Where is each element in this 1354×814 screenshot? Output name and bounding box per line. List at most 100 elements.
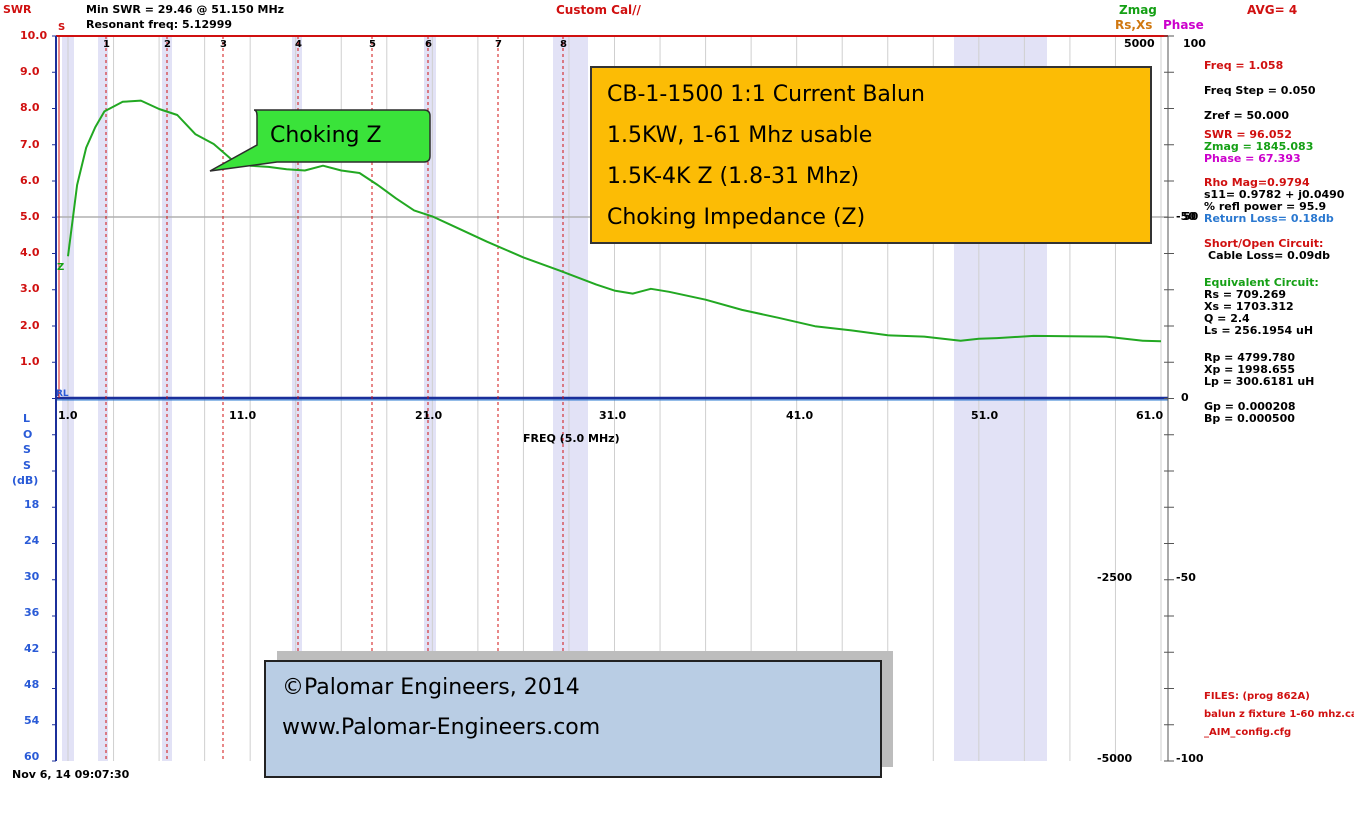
swr-tick-label: 3.0 bbox=[20, 282, 40, 296]
swr-tick-label: 9.0 bbox=[20, 65, 40, 79]
min-swr-readout: Min SWR = 29.46 @ 51.150 MHz bbox=[86, 3, 285, 16]
loss-tick-label: 24 bbox=[24, 534, 40, 547]
phase-legend: Phase bbox=[1163, 18, 1204, 32]
freq-step-readout: Freq Step = 0.050 bbox=[1204, 84, 1316, 97]
equiv-circuit-label: Equivalent Circuit: bbox=[1204, 276, 1319, 289]
s11-readout: s11= 0.9782 + j0.0490 bbox=[1204, 188, 1345, 201]
short-open-label: Short/Open Circuit: bbox=[1204, 237, 1324, 250]
gp-readout: Gp = 0.000208 bbox=[1204, 400, 1296, 413]
loss-letter: S bbox=[23, 443, 31, 456]
zmag-readout: Zmag = 1845.083 bbox=[1204, 140, 1314, 153]
swr-readout: SWR = 96.052 bbox=[1204, 128, 1292, 141]
measurement-panel-4: SWR = 96.052 Zmag = 1845.083 Phase = 67.… bbox=[1204, 129, 1313, 165]
swr-tick-label: 8.0 bbox=[20, 101, 40, 115]
zmag-scale-label: 5000 bbox=[1124, 37, 1155, 50]
loss-tick-label: 60 bbox=[24, 750, 40, 763]
loss-tick-label: 54 bbox=[24, 714, 40, 727]
zmag-legend: Zmag bbox=[1119, 3, 1157, 17]
info-line-description: Choking Impedance (Z) bbox=[607, 205, 866, 230]
freq-tick-label: 61.0 bbox=[1136, 409, 1164, 422]
swr-axis-label: SWR bbox=[3, 3, 32, 16]
loss-tick-label: 48 bbox=[24, 678, 40, 691]
freq-tick-label: 11.0 bbox=[229, 409, 257, 422]
rho-readout: Rho Mag=0.9794 bbox=[1204, 176, 1310, 189]
cal-file-name[interactable]: balun z fixture 1-60 mhz.cal bbox=[1204, 709, 1354, 720]
return-loss-readout: Return Loss= 0.18db bbox=[1204, 212, 1334, 225]
swr-tick-label: 4.0 bbox=[20, 246, 40, 260]
loss-tick-label: 42 bbox=[24, 642, 40, 655]
calibration-title: Custom Cal// bbox=[556, 3, 641, 17]
files-label: FILES: (prog 862A) bbox=[1204, 691, 1310, 702]
swr-tick-label: 5.0 bbox=[20, 210, 40, 223]
marker-number: 4 bbox=[295, 39, 302, 50]
timestamp: Nov 6, 14 09:07:30 bbox=[12, 768, 130, 781]
parallel-circuit: Rp = 4799.780 Xp = 1998.655 Lp = 300.618… bbox=[1204, 352, 1314, 388]
bp-readout: Bp = 0.000500 bbox=[1204, 412, 1295, 425]
resonant-freq-readout: Resonant freq: 5.12999 bbox=[86, 18, 233, 31]
cable-loss-readout: Cable Loss= 0.09db bbox=[1208, 249, 1331, 262]
info-line-impedance: 1.5K-4K Z (1.8-31 Mhz) bbox=[607, 164, 860, 189]
measurement-panel-2: Freq Step = 0.050 bbox=[1204, 85, 1316, 97]
loss-tick-label: 18 bbox=[24, 498, 40, 511]
xp-readout: Xp = 1998.655 bbox=[1204, 363, 1295, 376]
measurement-panel-3: Zref = 50.000 bbox=[1204, 110, 1289, 122]
phase-scale-label: -50 bbox=[1176, 571, 1196, 584]
zmag-scale-label: -2500 bbox=[1097, 571, 1133, 584]
marker-number: 2 bbox=[164, 39, 171, 50]
equivalent-circuit: Equivalent Circuit: Rs = 709.269 Xs = 17… bbox=[1204, 277, 1319, 337]
q-readout: Q = 2.4 bbox=[1204, 312, 1250, 325]
freq-tick-label: 51.0 bbox=[971, 409, 999, 422]
zmag-curve bbox=[67, 99, 1162, 343]
phase-scale-label: 0 bbox=[1181, 391, 1189, 404]
loss-letter: L bbox=[23, 412, 31, 425]
frequency-axis-label: FREQ (5.0 MHz) bbox=[523, 432, 620, 445]
admittance: Gp = 0.000208 Bp = 0.000500 bbox=[1204, 401, 1296, 425]
marker-number: 5 bbox=[369, 39, 376, 50]
freq-tick-label: 41.0 bbox=[786, 409, 814, 422]
z-marker: Z bbox=[57, 262, 65, 273]
config-file-name[interactable]: _AIM_config.cfg bbox=[1204, 727, 1292, 738]
freq-tick-label: 1.0 bbox=[58, 409, 78, 422]
marker-number: 8 bbox=[560, 39, 567, 50]
loss-tick-label: 36 bbox=[24, 606, 40, 619]
website-link[interactable]: www.Palomar-Engineers.com bbox=[282, 715, 601, 740]
avg-readout: AVG= 4 bbox=[1247, 3, 1298, 17]
loss-letter: S bbox=[23, 458, 31, 472]
s-marker: S bbox=[58, 22, 66, 33]
loss-tick-label: 30 bbox=[24, 570, 40, 583]
marker-number: 1 bbox=[103, 39, 110, 50]
info-line-power: 1.5KW, 1-61 Mhz usable bbox=[607, 123, 873, 148]
copyright-line: ©Palomar Engineers, 2014 bbox=[282, 675, 580, 700]
balun-info-box: CB-1-1500 1:1 Current Balun 1.5KW, 1-61 … bbox=[590, 66, 1152, 244]
choking-z-callout bbox=[209, 109, 431, 172]
lp-readout: Lp = 300.6181 uH bbox=[1204, 375, 1315, 388]
refl-power-readout: % refl power = 95.9 bbox=[1204, 200, 1327, 213]
rs-readout: Rs = 709.269 bbox=[1204, 288, 1286, 301]
zref-readout: Zref = 50.000 bbox=[1204, 109, 1289, 122]
ls-readout: Ls = 256.1954 uH bbox=[1204, 324, 1314, 337]
marker-number: 6 bbox=[425, 39, 432, 50]
phase-scale-label: 100 bbox=[1183, 37, 1206, 50]
rl-marker: RL bbox=[56, 389, 69, 399]
xs-readout: Xs = 1703.312 bbox=[1204, 300, 1294, 313]
swr-tick-label: 1.0 bbox=[20, 354, 40, 368]
zmag-scale-label: -5000 bbox=[1097, 752, 1133, 765]
loss-unit: (dB) bbox=[12, 474, 39, 487]
info-line-model: CB-1-1500 1:1 Current Balun bbox=[607, 82, 925, 107]
swr-tick-label: 2.0 bbox=[20, 318, 40, 332]
rp-readout: Rp = 4799.780 bbox=[1204, 351, 1295, 364]
copyright-box: ©Palomar Engineers, 2014 www.Palomar-Eng… bbox=[264, 660, 882, 778]
zmag-scale-label: -50 bbox=[1176, 210, 1196, 223]
freq-readout: Freq = 1.058 bbox=[1204, 59, 1284, 72]
measurement-panel-6: Short/Open Circuit: Cable Loss= 0.09db bbox=[1204, 238, 1330, 262]
loss-letter: O bbox=[23, 427, 33, 441]
phase-readout: Phase = 67.393 bbox=[1204, 152, 1301, 165]
files-panel: FILES: (prog 862A) balun z fixture 1-60 … bbox=[1204, 688, 1354, 742]
marker-number: 3 bbox=[220, 39, 227, 50]
callout-label: Choking Z bbox=[270, 123, 382, 148]
phase-scale-label: -100 bbox=[1176, 752, 1204, 765]
rsxs-legend: Rs,Xs bbox=[1115, 18, 1153, 32]
phase-scale-label: 50 bbox=[1183, 210, 1199, 223]
swr-tick-label: 6.0 bbox=[20, 173, 40, 187]
swr-tick-label: 7.0 bbox=[20, 137, 40, 151]
